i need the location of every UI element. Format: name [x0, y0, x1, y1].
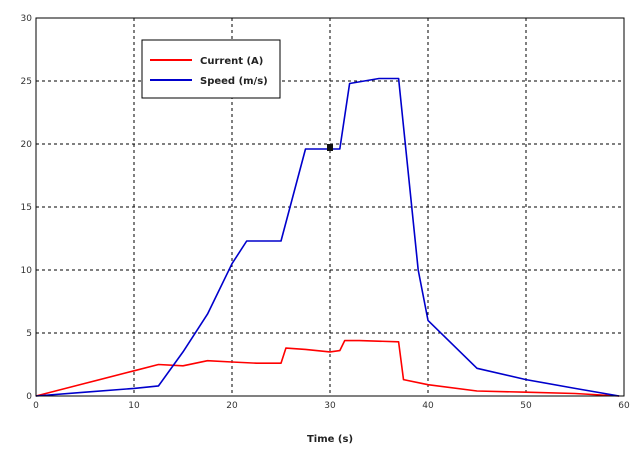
x-tick-label: 50 [520, 401, 532, 411]
legend-box [141, 39, 281, 99]
current-series-line [35, 339, 620, 397]
y-tick-label: 30 [21, 14, 33, 24]
data-cursor-marker [327, 144, 333, 151]
legend-label-current: Current (A) [200, 56, 263, 67]
legend-label-speed: Speed (m/s) [200, 76, 268, 87]
y-tick-label: 15 [21, 203, 32, 213]
x-tick-label: 40 [422, 401, 434, 411]
y-tick-label: 5 [26, 329, 32, 339]
y-tick-label: 0 [26, 392, 32, 402]
legend: Current (A) Speed (m/s) [141, 39, 281, 99]
x-tick-label: 30 [324, 401, 336, 411]
y-tick-label: 20 [21, 140, 33, 150]
x-axis-label: Time (s) [307, 434, 353, 445]
y-tick-label: 10 [21, 266, 33, 276]
y-tick-labels: 0 5 10 15 20 25 30 [21, 14, 33, 402]
y-tick-label: 25 [21, 77, 32, 87]
x-tick-label: 60 [618, 401, 630, 411]
x-tick-labels: 0 10 20 30 40 50 60 [33, 401, 630, 411]
x-tick-label: 10 [128, 401, 140, 411]
x-tick-label: 20 [226, 401, 238, 411]
x-tick-label: 0 [33, 401, 39, 411]
plot-frame [35, 17, 625, 397]
